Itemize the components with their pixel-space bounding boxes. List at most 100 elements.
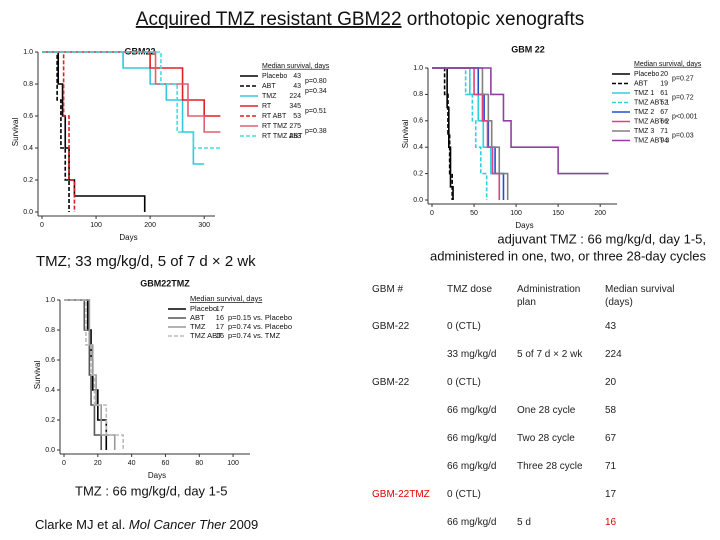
legend-label: Placebo — [190, 304, 217, 313]
median-label: 345 — [289, 103, 301, 110]
median-label: 52 — [660, 99, 668, 106]
table-cell: 5 d — [517, 517, 531, 528]
table-cell: Median survival (days) — [605, 284, 675, 308]
p-value: p=0.74 vs. TMZ — [228, 331, 281, 340]
table-cell: 0 (CTL) — [447, 377, 481, 388]
y-tick-label: 1.0 — [45, 297, 55, 304]
y-tick-label: 0.2 — [45, 417, 55, 424]
citation: Clarke MJ et al. Mol Cancer Ther 2009 — [35, 517, 258, 532]
table-cell: 17 — [605, 489, 617, 500]
median-label: 66 — [660, 118, 668, 125]
x-tick-label: 60 — [162, 460, 170, 467]
table-cell: 66 mg/kg/d — [447, 433, 497, 444]
table-cell: One 28 cycle — [517, 405, 576, 416]
caption: adjuvant TMZ : 66 mg/kg/d, day 1-5, — [497, 231, 706, 246]
y-tick-label: 0.0 — [23, 209, 33, 216]
y-tick-label: 0.8 — [413, 91, 423, 98]
legend-label: RT TMZ ABT — [262, 133, 303, 140]
median-label: 71 — [660, 128, 668, 135]
table-cell: 33 mg/kg/d — [447, 349, 497, 360]
y-tick-label: 0.2 — [23, 177, 33, 184]
median-label: 67 — [660, 109, 668, 116]
table-cell: Three 28 cycle — [517, 461, 583, 472]
p-value: p=0.38 — [305, 128, 327, 135]
citation-journal: Mol Cancer Ther — [129, 517, 226, 532]
table-cell: 224 — [605, 349, 622, 360]
y-tick-label: 0.0 — [413, 197, 423, 204]
p-value: p=0.80 — [305, 78, 327, 85]
caption: administered in one, two, or three 28-da… — [430, 248, 707, 263]
table-cell: 5 of 7 d × 2 wk — [517, 349, 583, 360]
chart-title: GBM 22 — [511, 44, 545, 54]
median-label: 61 — [660, 90, 668, 97]
p-value: p=0.34 — [305, 88, 327, 95]
survival-curve — [432, 67, 501, 200]
median-label: 224 — [289, 93, 301, 100]
median-label: 19 — [660, 80, 668, 87]
median-label: 275 — [289, 123, 301, 130]
x-tick-label: 200 — [594, 210, 606, 217]
median-label: 20 — [660, 71, 668, 78]
median-label: 17 — [216, 304, 224, 313]
x-tick-label: 50 — [470, 210, 478, 217]
legend-label: TMZ — [190, 322, 206, 331]
x-axis-label: Days — [119, 233, 137, 242]
y-tick-label: 0.4 — [23, 145, 33, 152]
survival-curve — [432, 67, 453, 200]
survival-curve — [432, 67, 488, 200]
survival-curve — [432, 67, 505, 200]
survival-curve — [42, 51, 221, 117]
table-cell: 66 mg/kg/d — [447, 517, 497, 528]
table-cell: GBM-22 — [372, 377, 410, 388]
survival-curve — [42, 51, 70, 212]
legend-label: RT TMZ — [262, 123, 288, 130]
legend-label: TMZ — [262, 93, 277, 100]
legend-label: TMZ 3 — [634, 128, 654, 135]
survival-curve — [64, 299, 124, 450]
legend-label: RT ABT — [262, 113, 287, 120]
survival-curve — [432, 67, 609, 175]
y-tick-label: 0.8 — [45, 327, 55, 334]
y-axis-label: Survival — [11, 118, 20, 147]
table-cell: TMZ dose — [447, 284, 493, 295]
citation-year: 2009 — [226, 517, 259, 532]
survival-curve — [64, 299, 108, 450]
y-axis-label: Survival — [401, 120, 410, 149]
median-label: 17 — [216, 322, 224, 331]
p-value: p<0.001 — [672, 114, 698, 121]
caption: TMZ; 33 mg/kg/d, 5 of 7 d × 2 wk — [36, 253, 256, 270]
citation-authors: Clarke MJ et al. — [35, 517, 129, 532]
median-label: 16 — [216, 313, 224, 322]
survival-curve — [432, 67, 454, 200]
legend-label: TMZ 1 — [634, 90, 654, 97]
x-tick-label: 0 — [430, 210, 434, 217]
table-cell: GBM # — [372, 284, 404, 295]
x-tick-label: 150 — [552, 210, 564, 217]
y-tick-label: 1.0 — [23, 49, 33, 56]
title-underlined: Acquired TMZ resistant GBM22 — [136, 9, 402, 30]
table-cell: Administration plan — [517, 284, 581, 308]
y-tick-label: 0.6 — [45, 357, 55, 364]
legend-label: TMZ ABT 1 — [634, 99, 669, 106]
x-tick-label: 40 — [128, 460, 136, 467]
legend-title: Median survival, days — [634, 61, 702, 68]
median-label: 53 — [293, 113, 301, 120]
chart-title: GBM22TMZ — [140, 278, 190, 288]
x-tick-label: 200 — [144, 222, 156, 229]
legend-label: Placebo — [262, 73, 287, 80]
survival-curve — [432, 67, 509, 200]
legend-label: TMZ ABT — [190, 331, 222, 340]
legend-label: TMZ ABT 3 — [634, 137, 669, 144]
x-tick-label: 300 — [198, 222, 210, 229]
table-cell: Two 28 cycle — [517, 433, 575, 444]
table-cell: 58 — [605, 405, 617, 416]
median-label: 253 — [289, 133, 301, 140]
table-cell: GBM-22 — [372, 321, 410, 332]
slide-title: Acquired TMZ resistant GBM22 orthotopic … — [136, 9, 584, 30]
legend-label: Placebo — [634, 71, 659, 78]
median-label: 94 — [660, 137, 668, 144]
legend-label: TMZ ABT 2 — [634, 118, 669, 125]
y-tick-label: 0.6 — [23, 113, 33, 120]
